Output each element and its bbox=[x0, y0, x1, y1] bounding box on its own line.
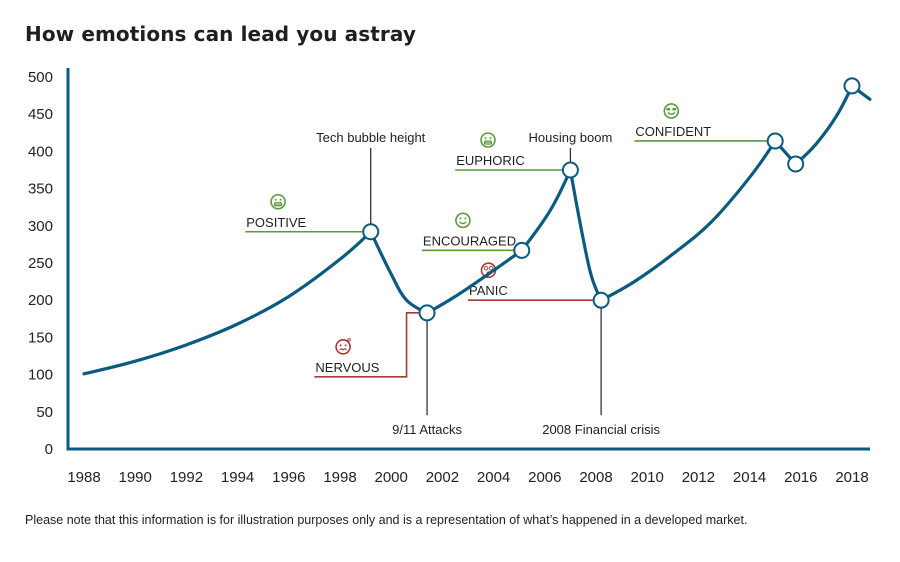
emotion-leader-line bbox=[314, 312, 428, 378]
y-tick-label: 250 bbox=[28, 255, 53, 272]
marker-encouraged bbox=[513, 241, 531, 259]
y-axis-ticks: 0 50 100 150 200 250 300 350 400 450 500 bbox=[28, 69, 53, 458]
face-eye bbox=[464, 217, 467, 220]
marker-confident bbox=[766, 132, 784, 150]
y-tick-label: 400 bbox=[28, 143, 53, 160]
chart-title: How emotions can lead you astray bbox=[25, 22, 416, 46]
emotion-label: PANIC bbox=[469, 283, 508, 298]
x-tick-label: 2006 bbox=[528, 469, 561, 486]
y-tick-label: 50 bbox=[36, 404, 53, 421]
series-line bbox=[82, 84, 872, 376]
marker-dip-2016 bbox=[787, 155, 805, 173]
face-eye bbox=[279, 198, 282, 201]
emotion-label: ENCOURAGED bbox=[423, 233, 516, 248]
nervous-face-icon bbox=[335, 338, 351, 355]
axes bbox=[66, 68, 870, 451]
event-annotations: Tech bubble height 9/11 Attacks Housing bo… bbox=[316, 130, 660, 437]
emotion-label: POSITIVE bbox=[246, 215, 306, 230]
face-eye bbox=[344, 344, 347, 347]
emotion-euphoric: EUPHORIC bbox=[455, 132, 571, 171]
x-tick-label: 2018 bbox=[835, 469, 868, 486]
event-label: Tech bubble height bbox=[316, 130, 426, 145]
y-tick-label: 0 bbox=[45, 441, 53, 458]
emotion-panic: PANIC bbox=[468, 262, 602, 302]
emotion-positive: POSITIVE bbox=[245, 193, 371, 233]
marker-financial-crisis bbox=[592, 291, 610, 309]
marker-housing-boom bbox=[561, 161, 579, 179]
emotion-label: NERVOUS bbox=[315, 360, 379, 375]
x-tick-label: 2004 bbox=[477, 469, 510, 486]
x-tick-label: 2014 bbox=[733, 469, 766, 486]
face-outline bbox=[480, 132, 496, 148]
face-outline bbox=[663, 103, 680, 119]
face-outline bbox=[335, 339, 351, 355]
y-tick-label: 450 bbox=[28, 106, 53, 123]
x-tick-label: 2016 bbox=[784, 469, 817, 486]
emotion-annotations: POSITIVE NERVOUS ENCOURAGED EUPHORIC PANIC CO… bbox=[245, 103, 776, 378]
x-tick-label: 2010 bbox=[631, 469, 664, 486]
y-tick-label: 500 bbox=[28, 69, 53, 86]
y-tick-label: 100 bbox=[28, 367, 53, 384]
event-label: 2008 Financial crisis bbox=[542, 422, 660, 437]
x-axis-ticks: 1988 1990 1992 1994 1996 1998 2000 2002 2004 2006… bbox=[67, 469, 868, 486]
face-mouth bbox=[458, 221, 467, 225]
y-tick-label: 300 bbox=[28, 218, 53, 235]
y-tick-label: 350 bbox=[28, 181, 53, 198]
sunglasses-face-icon bbox=[663, 103, 680, 119]
face-eye bbox=[484, 137, 487, 139]
face-glasses bbox=[666, 107, 671, 111]
emotion-confident: CONFIDENT bbox=[634, 103, 776, 142]
face-eye bbox=[459, 217, 462, 220]
x-tick-label: 1996 bbox=[272, 469, 305, 486]
face-mouth bbox=[339, 347, 347, 351]
x-tick-label: 2000 bbox=[375, 469, 408, 486]
face-glasses bbox=[672, 107, 677, 111]
x-tick-label: 1992 bbox=[170, 469, 203, 486]
face-outline bbox=[455, 212, 471, 229]
face-eye bbox=[274, 198, 277, 201]
x-tick-label: 1990 bbox=[119, 469, 152, 486]
marker-911-attacks bbox=[418, 304, 436, 322]
smile-icon bbox=[455, 212, 471, 229]
x-tick-label: 1998 bbox=[323, 469, 356, 486]
y-tick-label: 200 bbox=[28, 292, 53, 309]
x-tick-label: 2008 bbox=[579, 469, 612, 486]
y-tick-label: 150 bbox=[28, 329, 53, 346]
face-eye bbox=[339, 344, 342, 347]
emotion-encouraged: ENCOURAGED bbox=[421, 212, 522, 252]
event-label: 9/11 Attacks bbox=[392, 422, 462, 437]
face-eye bbox=[489, 137, 492, 139]
event-label: Housing boom bbox=[528, 130, 612, 145]
disclaimer-note: Please note that this information is for… bbox=[25, 513, 748, 527]
emotion-label: CONFIDENT bbox=[635, 124, 711, 139]
marker-peak-2018 bbox=[843, 77, 861, 95]
face-sweat bbox=[347, 338, 351, 342]
x-tick-label: 1994 bbox=[221, 469, 254, 486]
x-tick-label: 2002 bbox=[426, 469, 459, 486]
x-tick-label: 1988 bbox=[67, 469, 100, 486]
face-eye bbox=[488, 265, 494, 271]
face-eye bbox=[483, 265, 489, 271]
grin-icon bbox=[480, 132, 496, 148]
emotion-nervous: NERVOUS bbox=[314, 312, 428, 378]
emotion-label: EUPHORIC bbox=[456, 153, 525, 168]
markers bbox=[362, 77, 861, 322]
marker-tech-bubble bbox=[362, 223, 380, 241]
series-market bbox=[82, 84, 872, 376]
face-mouth bbox=[667, 112, 676, 115]
x-tick-label: 2012 bbox=[682, 469, 715, 486]
face-outline bbox=[270, 193, 286, 210]
smile-grin-icon bbox=[270, 193, 286, 210]
